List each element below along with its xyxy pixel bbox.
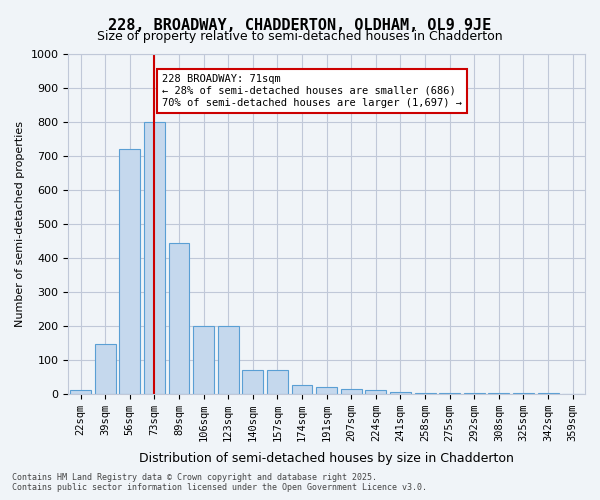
Bar [144,122,165,394]
Text: Contains HM Land Registry data © Crown copyright and database right 2025.
Contai: Contains HM Land Registry data © Crown c… [12,473,427,492]
Bar [95,344,116,394]
Y-axis label: Number of semi-detached properties: Number of semi-detached properties [15,121,25,327]
Text: Size of property relative to semi-detached houses in Chadderton: Size of property relative to semi-detach… [97,30,503,43]
Bar [292,385,313,394]
Bar [242,370,263,394]
Bar [439,393,460,394]
Bar [267,370,288,394]
Bar [316,387,337,394]
Bar [365,390,386,394]
Bar [119,149,140,394]
Bar [169,242,190,394]
Text: 228 BROADWAY: 71sqm
← 28% of semi-detached houses are smaller (686)
70% of semi-: 228 BROADWAY: 71sqm ← 28% of semi-detach… [162,74,462,108]
Text: 228, BROADWAY, CHADDERTON, OLDHAM, OL9 9JE: 228, BROADWAY, CHADDERTON, OLDHAM, OL9 9… [109,18,491,32]
Bar [415,392,436,394]
Bar [341,388,362,394]
X-axis label: Distribution of semi-detached houses by size in Chadderton: Distribution of semi-detached houses by … [139,452,514,465]
Bar [218,326,239,394]
Bar [70,390,91,394]
Bar [390,392,411,394]
Bar [193,326,214,394]
